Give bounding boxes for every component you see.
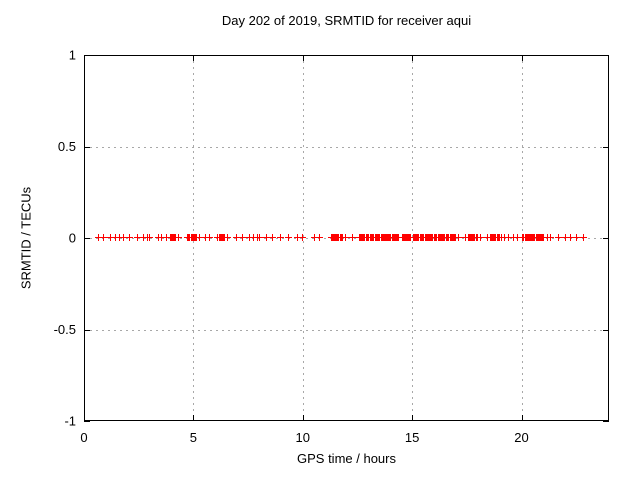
x-tick-labels: 0 5 10 15 20 bbox=[80, 430, 528, 445]
y-tick-label: -0.5 bbox=[54, 322, 76, 337]
data-markers-srmtid bbox=[95, 234, 587, 241]
x-axis-label: GPS time / hours bbox=[297, 451, 396, 466]
y-tick-labels: -1 -0.5 0 0.5 1 bbox=[54, 48, 76, 429]
gridlines bbox=[84, 55, 609, 421]
y-tick-label: -1 bbox=[64, 414, 76, 429]
x-tick-label: 0 bbox=[80, 430, 87, 445]
y-tick-label: 0.5 bbox=[58, 139, 76, 154]
y-tick-label: 1 bbox=[69, 48, 76, 63]
y-tick-label: 0 bbox=[69, 231, 76, 246]
x-tick-label: 15 bbox=[405, 430, 419, 445]
x-tick-label: 20 bbox=[514, 430, 528, 445]
tick-marks bbox=[84, 55, 609, 422]
chart-title: Day 202 of 2019, SRMTID for receiver aqu… bbox=[221, 13, 472, 28]
x-tick-label: 10 bbox=[296, 430, 310, 445]
x-tick-label: 5 bbox=[190, 430, 197, 445]
